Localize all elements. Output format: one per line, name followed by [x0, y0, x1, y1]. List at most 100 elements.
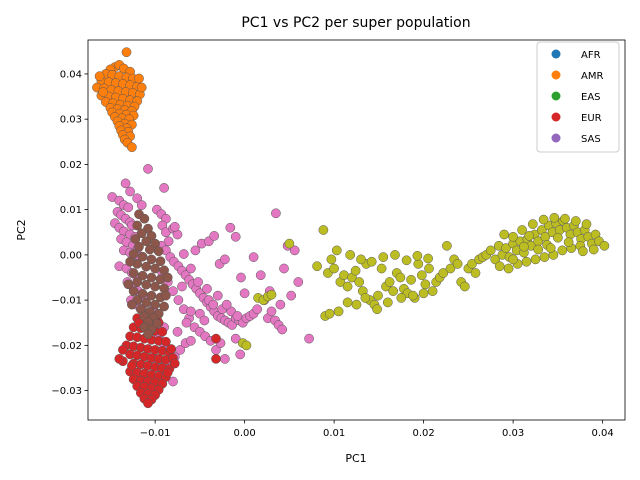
- data-point: [209, 231, 220, 241]
- data-point: [412, 250, 423, 261]
- data-point: [220, 254, 230, 265]
- data-point: [581, 219, 592, 229]
- data-point: [230, 231, 241, 242]
- data-point: [508, 231, 518, 242]
- data-point: [236, 272, 246, 283]
- data-point: [118, 345, 128, 355]
- data-point: [248, 252, 259, 262]
- legend-marker-afr: [551, 49, 561, 59]
- data-point: [539, 252, 550, 262]
- legend-marker-eur: [551, 112, 561, 122]
- data-point: [549, 212, 560, 223]
- data-point: [144, 244, 155, 255]
- data-point: [190, 245, 201, 256]
- x-tick-label: 0.01: [323, 428, 345, 439]
- data-point: [202, 283, 212, 294]
- data-point: [427, 286, 438, 296]
- data-point: [181, 317, 192, 328]
- data-point: [141, 279, 152, 290]
- data-point: [424, 263, 434, 274]
- data-point: [470, 268, 481, 278]
- data-point: [173, 295, 184, 305]
- data-point: [125, 256, 135, 267]
- data-point: [501, 243, 511, 253]
- legend-marker-sas: [551, 133, 561, 143]
- data-point: [132, 220, 143, 231]
- data-point: [354, 277, 365, 287]
- data-point: [527, 219, 538, 229]
- data-point: [141, 236, 152, 247]
- data-point: [438, 268, 449, 278]
- data-point: [413, 259, 424, 269]
- legend-label-eur: EUR: [581, 113, 602, 124]
- data-point: [125, 186, 135, 197]
- data-point: [252, 304, 263, 315]
- data-point: [530, 254, 541, 265]
- data-point: [304, 333, 314, 344]
- data-point: [420, 279, 431, 290]
- legend-label-eas: EAS: [581, 92, 601, 103]
- data-point: [372, 304, 382, 315]
- data-point: [485, 245, 496, 256]
- data-point: [241, 340, 252, 351]
- data-point: [356, 254, 366, 265]
- data-point: [211, 354, 221, 364]
- data-point: [408, 290, 418, 301]
- x-tick-label: 0.04: [591, 428, 613, 439]
- x-tick-label: 0.00: [233, 428, 255, 439]
- data-point: [134, 241, 144, 252]
- data-point: [378, 252, 389, 262]
- data-point: [342, 281, 353, 292]
- data-point: [266, 306, 277, 317]
- data-point: [423, 253, 433, 264]
- data-point: [418, 288, 429, 299]
- data-point: [161, 336, 171, 347]
- data-point: [136, 228, 147, 239]
- data-point: [508, 254, 518, 265]
- data-point: [159, 301, 169, 312]
- data-point: [490, 254, 501, 265]
- data-point: [162, 272, 173, 283]
- data-point: [162, 367, 173, 378]
- data-point: [519, 241, 529, 252]
- data-point: [312, 261, 322, 272]
- data-point: [169, 221, 180, 232]
- data-point: [195, 308, 205, 319]
- x-tick-label: 0.03: [502, 428, 524, 439]
- data-point: [333, 306, 344, 317]
- data-point: [186, 263, 196, 274]
- data-point: [159, 183, 169, 193]
- points-layer: [92, 47, 610, 409]
- data-point: [396, 293, 407, 303]
- data-point: [390, 250, 400, 260]
- data-point: [351, 299, 362, 310]
- data-point: [521, 256, 532, 267]
- x-tick-label: 0.02: [412, 428, 434, 439]
- data-point: [134, 73, 144, 84]
- data-point: [599, 240, 610, 251]
- axes-frame: [87, 39, 626, 421]
- data-point: [143, 329, 153, 339]
- data-point: [239, 288, 250, 299]
- data-point: [150, 281, 160, 292]
- data-point: [136, 82, 147, 93]
- data-point: [186, 306, 196, 317]
- legend: AFR AMR EAS EUR SAS: [536, 41, 620, 153]
- data-point: [168, 376, 178, 387]
- data-point: [384, 277, 395, 287]
- data-point: [467, 259, 477, 269]
- data-point: [163, 236, 174, 247]
- data-point: [177, 281, 187, 292]
- data-point: [271, 208, 281, 219]
- x-tick-label: −0.01: [140, 428, 171, 439]
- data-point: [366, 256, 377, 267]
- data-point: [275, 299, 286, 310]
- data-point: [137, 251, 148, 262]
- data-point: [120, 178, 131, 189]
- data-point: [342, 297, 353, 308]
- data-point: [132, 277, 143, 287]
- y-axis: −0.03 −0.02 −0.01 0.00 0.01 0.02 0.03 0.04: [51, 69, 88, 397]
- data-point: [141, 261, 152, 272]
- data-point: [570, 216, 581, 226]
- y-tick-label: −0.02: [51, 341, 82, 352]
